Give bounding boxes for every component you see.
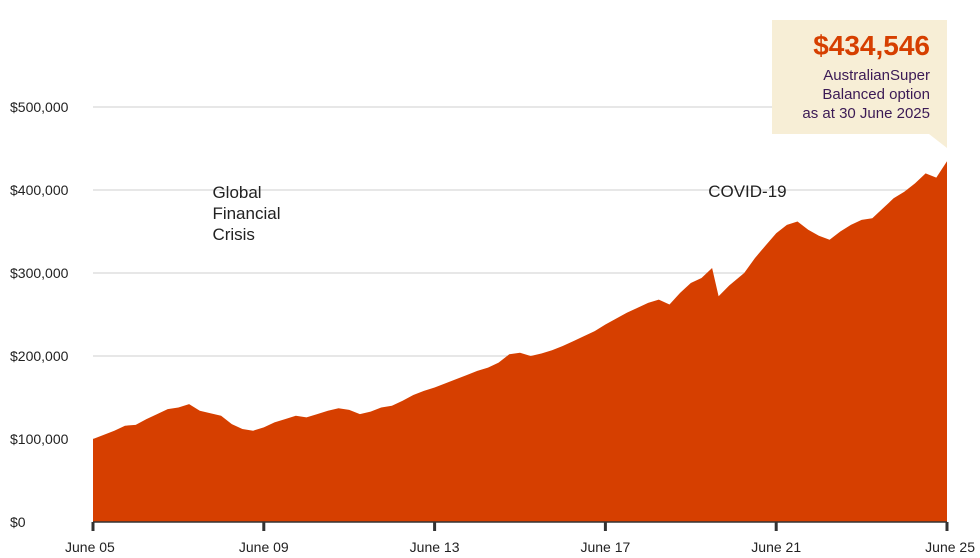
- callout-value: $434,546: [813, 30, 930, 61]
- x-tick-label: June 05: [65, 539, 115, 555]
- y-tick-label: $500,000: [10, 99, 69, 115]
- y-tick-label: $300,000: [10, 265, 69, 281]
- axis-layer: [91, 521, 949, 531]
- annotation-label: COVID-19: [708, 182, 786, 201]
- area-layer: [93, 161, 947, 523]
- y-tick-label: $400,000: [10, 182, 69, 198]
- callout-text: as at 30 June 2025: [802, 105, 930, 122]
- annotation-label: Crisis: [212, 225, 255, 244]
- annotation-label: Global: [212, 183, 261, 202]
- x-tick-label: June 25: [925, 539, 975, 555]
- x-tick-labels: June 05 June 09 June 13 June 17 June 21 June …: [65, 539, 975, 555]
- y-tick-label: $0: [10, 514, 26, 530]
- annotation-label: Financial: [212, 204, 280, 223]
- y-tick-labels: $0 $100,000 $200,000 $300,000 $400,000 $500,0…: [10, 99, 69, 530]
- x-tick-label: June 17: [580, 539, 630, 555]
- x-tick-label: June 13: [410, 539, 460, 555]
- callout-text: AustralianSuper: [823, 67, 930, 84]
- x-tick-label: June 21: [751, 539, 801, 555]
- y-tick-label: $100,000: [10, 431, 69, 447]
- callout-text: Balanced option: [822, 86, 930, 103]
- callout-box: [772, 20, 947, 148]
- x-tick-label: June 09: [239, 539, 289, 555]
- area-series: [93, 161, 947, 523]
- value-callout: $434,546 AustralianSuper Balanced option as…: [772, 20, 947, 148]
- annotations: Global Financial Crisis COVID-19: [212, 182, 786, 244]
- y-tick-label: $200,000: [10, 348, 69, 364]
